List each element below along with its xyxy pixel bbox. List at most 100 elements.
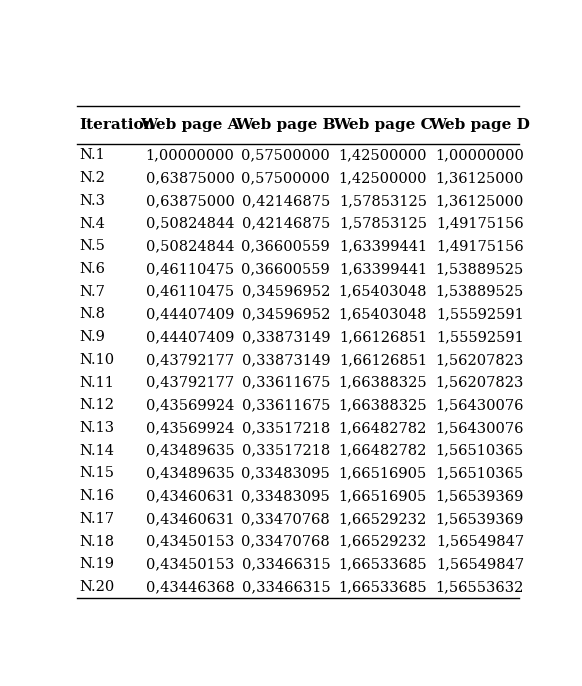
Text: 1,66516905: 1,66516905: [339, 489, 427, 503]
Text: 1,56549847: 1,56549847: [436, 534, 524, 549]
Text: 0,43460631: 0,43460631: [146, 512, 235, 526]
Text: 1,66533685: 1,66533685: [339, 580, 427, 594]
Text: 1,63399441: 1,63399441: [339, 239, 427, 253]
Text: 1,56430076: 1,56430076: [435, 421, 524, 435]
Text: 1,65403048: 1,65403048: [339, 285, 427, 299]
Text: 1,66516905: 1,66516905: [339, 466, 427, 480]
Text: 0,33873149: 0,33873149: [242, 330, 330, 344]
Text: 1,56430076: 1,56430076: [435, 399, 524, 412]
Text: 1,66482782: 1,66482782: [339, 444, 427, 458]
Text: 1,56539369: 1,56539369: [436, 512, 524, 526]
Text: 0,44407409: 0,44407409: [146, 330, 234, 344]
Text: 0,43569924: 0,43569924: [146, 399, 234, 412]
Text: N.13: N.13: [80, 421, 115, 435]
Text: 1,66529232: 1,66529232: [339, 534, 427, 549]
Text: Web page B: Web page B: [236, 118, 336, 132]
Text: N.9: N.9: [80, 330, 105, 344]
Text: 1,42500000: 1,42500000: [339, 172, 427, 185]
Text: 0,43460631: 0,43460631: [146, 489, 235, 503]
Text: Web page C: Web page C: [333, 118, 433, 132]
Text: 0,50824844: 0,50824844: [146, 217, 235, 230]
Text: 1,36125000: 1,36125000: [436, 194, 524, 208]
Text: 1,53889525: 1,53889525: [436, 285, 524, 299]
Text: N.4: N.4: [80, 217, 105, 230]
Text: 1,56510365: 1,56510365: [436, 466, 524, 480]
Text: 1,66482782: 1,66482782: [339, 421, 427, 435]
Text: 0,46110475: 0,46110475: [146, 262, 234, 276]
Text: 0,57500000: 0,57500000: [242, 148, 330, 163]
Text: 1,56549847: 1,56549847: [436, 557, 524, 571]
Text: 0,43569924: 0,43569924: [146, 421, 234, 435]
Text: N.2: N.2: [80, 172, 105, 185]
Text: 0,36600559: 0,36600559: [242, 262, 330, 276]
Text: Iteration: Iteration: [80, 118, 155, 132]
Text: 0,34596952: 0,34596952: [242, 285, 330, 299]
Text: 0,50824844: 0,50824844: [146, 239, 235, 253]
Text: 0,33517218: 0,33517218: [242, 444, 330, 458]
Text: 0,43489635: 0,43489635: [146, 444, 235, 458]
Text: 0,43489635: 0,43489635: [146, 466, 235, 480]
Text: N.10: N.10: [80, 353, 115, 367]
Text: 1,56553632: 1,56553632: [436, 580, 524, 594]
Text: 1,56207823: 1,56207823: [436, 353, 524, 367]
Text: N.3: N.3: [80, 194, 105, 208]
Text: 1,53889525: 1,53889525: [436, 262, 524, 276]
Text: N.17: N.17: [80, 512, 115, 526]
Text: 1,66529232: 1,66529232: [339, 512, 427, 526]
Text: 1,66126851: 1,66126851: [339, 353, 427, 367]
Text: N.19: N.19: [80, 557, 115, 571]
Text: 0,43450153: 0,43450153: [146, 557, 234, 571]
Text: 1,66533685: 1,66533685: [339, 557, 427, 571]
Text: 1,66388325: 1,66388325: [339, 399, 427, 412]
Text: 1,36125000: 1,36125000: [436, 172, 524, 185]
Text: 0,63875000: 0,63875000: [146, 172, 235, 185]
Text: 0,63875000: 0,63875000: [146, 194, 235, 208]
Text: N.6: N.6: [80, 262, 105, 276]
Text: 0,33483095: 0,33483095: [242, 466, 330, 480]
Text: 1,66126851: 1,66126851: [339, 330, 427, 344]
Text: 0,33873149: 0,33873149: [242, 353, 330, 367]
Text: 0,43792177: 0,43792177: [146, 376, 234, 390]
Text: 1,57853125: 1,57853125: [339, 217, 427, 230]
Text: 0,46110475: 0,46110475: [146, 285, 234, 299]
Text: 0,43792177: 0,43792177: [146, 353, 234, 367]
Text: 0,42146875: 0,42146875: [242, 194, 330, 208]
Text: 1,42500000: 1,42500000: [339, 148, 427, 163]
Text: 1,63399441: 1,63399441: [339, 262, 427, 276]
Text: 1,49175156: 1,49175156: [436, 239, 524, 253]
Text: 1,55592591: 1,55592591: [436, 307, 524, 322]
Text: 0,42146875: 0,42146875: [242, 217, 330, 230]
Text: N.14: N.14: [80, 444, 115, 458]
Text: N.12: N.12: [80, 399, 115, 412]
Text: 1,65403048: 1,65403048: [339, 307, 427, 322]
Text: 1,57853125: 1,57853125: [339, 194, 427, 208]
Text: 0,33517218: 0,33517218: [242, 421, 330, 435]
Text: 0,33466315: 0,33466315: [242, 580, 330, 594]
Text: 0,43446368: 0,43446368: [146, 580, 235, 594]
Text: N.20: N.20: [80, 580, 115, 594]
Text: 1,00000000: 1,00000000: [146, 148, 235, 163]
Text: N.18: N.18: [80, 534, 115, 549]
Text: N.11: N.11: [80, 376, 115, 390]
Text: 0,33611675: 0,33611675: [242, 376, 330, 390]
Text: 0,33470768: 0,33470768: [242, 512, 330, 526]
Text: 1,55592591: 1,55592591: [436, 330, 524, 344]
Text: 0,34596952: 0,34596952: [242, 307, 330, 322]
Text: N.7: N.7: [80, 285, 105, 299]
Text: 0,43450153: 0,43450153: [146, 534, 234, 549]
Text: 1,00000000: 1,00000000: [435, 148, 524, 163]
Text: 1,56207823: 1,56207823: [436, 376, 524, 390]
Text: 0,33470768: 0,33470768: [242, 534, 330, 549]
Text: Web page A: Web page A: [140, 118, 240, 132]
Text: N.1: N.1: [80, 148, 105, 163]
Text: N.5: N.5: [80, 239, 105, 253]
Text: 0,33483095: 0,33483095: [242, 489, 330, 503]
Text: 0,36600559: 0,36600559: [242, 239, 330, 253]
Text: 1,56510365: 1,56510365: [436, 444, 524, 458]
Text: N.15: N.15: [80, 466, 115, 480]
Text: 0,33466315: 0,33466315: [242, 557, 330, 571]
Text: Web page D: Web page D: [430, 118, 530, 132]
Text: 1,56539369: 1,56539369: [436, 489, 524, 503]
Text: 0,57500000: 0,57500000: [242, 172, 330, 185]
Text: 1,66388325: 1,66388325: [339, 376, 427, 390]
